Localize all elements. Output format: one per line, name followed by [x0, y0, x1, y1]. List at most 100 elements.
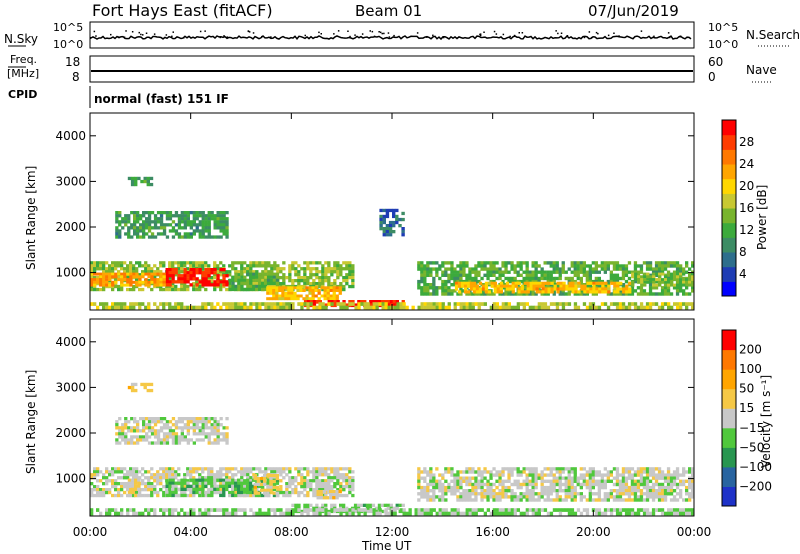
velocity-cell [679, 473, 683, 477]
velocity-cell [504, 467, 508, 471]
velocity-cell [522, 470, 526, 474]
velocity-cell [145, 435, 149, 439]
velocity-cell [318, 482, 322, 486]
power-cell [213, 235, 217, 239]
power-cell [127, 229, 131, 233]
power-cell [351, 282, 355, 286]
power-cell [165, 302, 169, 306]
power-cell [240, 287, 244, 292]
power-cell [450, 292, 454, 296]
velocity-cell [462, 495, 466, 499]
power-cell [135, 279, 139, 283]
velocity-cell [174, 476, 178, 480]
velocity-cell [519, 492, 523, 496]
velocity-cell [642, 467, 647, 471]
power-cell [387, 305, 391, 310]
power-cell [183, 232, 187, 236]
velocity-cell [335, 496, 339, 500]
power-cell [315, 300, 320, 304]
power-cell [423, 276, 427, 281]
velocity-cell [549, 492, 553, 496]
power-cell [432, 289, 436, 293]
power-cell [168, 283, 172, 287]
noise-search-point [304, 34, 306, 37]
velocity-cell [275, 474, 279, 478]
velocity-cell [567, 467, 571, 471]
power-cell [351, 270, 355, 274]
power-cell [180, 235, 184, 239]
velocity-cell [627, 476, 632, 480]
power-cell [395, 217, 399, 222]
power-cell [146, 176, 150, 181]
power-cell [228, 284, 232, 289]
velocity-cell [204, 432, 208, 436]
velocity-cell [540, 470, 544, 474]
velocity-cell [291, 511, 295, 516]
power-cell [258, 284, 262, 289]
velocity-cell [291, 490, 295, 495]
noise-search-point [566, 35, 569, 37]
velocity-cell [105, 479, 109, 483]
velocity-cell [585, 479, 589, 483]
velocity-cell [636, 498, 641, 502]
velocity-cell [180, 435, 184, 439]
noise-right-tick-bottom: 10^0 [708, 38, 738, 51]
velocity-cell [225, 484, 229, 488]
power-cell [519, 302, 523, 306]
velocity-cell [624, 470, 629, 474]
power-cell [401, 300, 405, 304]
power-cell [294, 261, 298, 265]
velocity-cell [351, 482, 355, 486]
power-cell [180, 270, 184, 274]
power-cell [133, 217, 137, 221]
velocity-cell [477, 467, 481, 471]
velocity-cell [573, 473, 577, 477]
power-cell [204, 302, 208, 306]
velocity-cell [573, 498, 577, 502]
velocity-cell [348, 511, 352, 516]
power-cell [660, 267, 665, 271]
power-cell [129, 305, 133, 310]
velocity-cell [192, 423, 196, 427]
velocity-cell [345, 511, 349, 516]
power-cell [183, 226, 187, 230]
velocity-cell [435, 511, 439, 516]
power-cell [594, 267, 598, 271]
power-cell [624, 305, 629, 310]
power-cell [174, 302, 178, 306]
power-cell [231, 281, 235, 285]
power-cell [123, 272, 127, 276]
velocity-cell [315, 488, 319, 492]
velocity-cell [240, 487, 244, 491]
velocity-cell [630, 511, 635, 516]
power-cell [312, 300, 317, 304]
velocity-cell [450, 485, 454, 490]
power-cell [126, 283, 130, 287]
power-cell [99, 267, 103, 271]
velocity-cell [682, 467, 686, 471]
velocity-cell [426, 482, 430, 487]
power-cell [201, 220, 205, 224]
velocity-cell [222, 473, 226, 477]
power-cell [329, 297, 333, 301]
power-cell [213, 284, 217, 289]
power-cell [489, 270, 493, 274]
velocity-cell [483, 489, 487, 493]
velocity-cell [186, 417, 190, 421]
power-cell [688, 267, 692, 271]
power-cell [168, 284, 172, 289]
velocity-cell [216, 473, 220, 477]
power-cell [588, 305, 593, 310]
power-cell [501, 273, 505, 277]
power-cell [633, 279, 638, 284]
velocity-cell [345, 473, 349, 477]
velocity-cell [105, 508, 109, 512]
velocity-cell [540, 485, 544, 490]
velocity-cell [279, 508, 283, 512]
velocity-cell [682, 473, 686, 477]
velocity-cell [423, 467, 427, 471]
velocity-cell [136, 435, 140, 439]
velocity-cell [159, 417, 164, 421]
velocity-cell [222, 478, 226, 482]
power-cell [133, 211, 137, 215]
